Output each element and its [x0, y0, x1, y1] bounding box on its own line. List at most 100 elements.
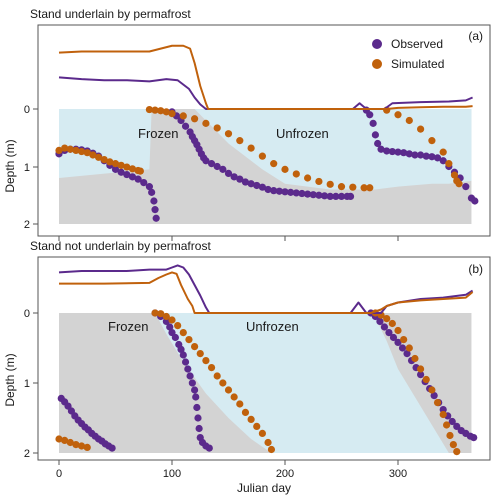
panel-b-observed-point [194, 414, 202, 422]
panel-b-simulated-point [405, 344, 413, 352]
panel-a-observed-point [134, 175, 142, 183]
panel-a-observed-point [224, 169, 233, 177]
panel-a-observed-point [337, 192, 346, 200]
panel-a-simulated-point [349, 183, 357, 191]
panel-a-y-axis-label: Depth (m) [3, 139, 17, 192]
panel-b-simulated-point [168, 316, 176, 324]
panel-a-observed-point [326, 192, 334, 200]
panel-a-simulated-point [72, 146, 80, 154]
panel-a-observed-point [309, 191, 317, 199]
panel-b-simulated-point [162, 312, 170, 321]
panel-b-observed-point [184, 365, 192, 373]
panel-a-observed-point [181, 122, 190, 130]
panel-a-simulated-point [439, 148, 447, 156]
legend-simulated-marker [372, 59, 382, 69]
panel-a: Stand underlain by permafrost (a) Frozen… [3, 7, 491, 241]
panel-b-y-tick-label-2: 2 [24, 448, 30, 460]
panel-b-observed-point [470, 434, 478, 442]
panel-b-tag: (b) [468, 262, 483, 276]
panel-b-simulated-point [267, 445, 276, 454]
panel-a-observed-point [369, 119, 377, 127]
panel-a-observed-point [117, 168, 125, 176]
panel-a-observed-point [148, 188, 156, 196]
panel-a-observed-point [383, 147, 391, 155]
panel-b-simulated-point [230, 393, 238, 401]
panel-b-simulated-point [446, 431, 454, 440]
panel-a-simulated-point [136, 167, 144, 175]
panel-a-observed-point [428, 153, 436, 161]
panel-b-y-tick-label-1: 1 [24, 378, 30, 390]
panel-b-simulated-point [179, 329, 187, 337]
panel-a-observed-point [128, 173, 137, 181]
panel-a-simulated-point [100, 156, 108, 164]
panel-b-simulated-point [83, 443, 91, 451]
panel-a-observed-point [219, 165, 227, 173]
panel-b-simulated-point [78, 442, 86, 450]
panel-b-y-axis: 0 1 2 [24, 308, 38, 460]
panel-a-simulated-point [270, 160, 278, 168]
panel-a-observed-point [213, 162, 221, 171]
panel-b-observed-point [177, 345, 185, 353]
panel-a-observed-point [140, 179, 148, 187]
panel-b-observed-point [403, 350, 411, 358]
panel-b-observed-point [417, 371, 425, 379]
panel-b-unfrozen-region [155, 313, 449, 453]
x-tick-label-200: 200 [276, 468, 294, 480]
panel-b-simulated-point [428, 386, 436, 394]
panel-a-observed-point [287, 188, 295, 196]
panel-b-observed-point [181, 358, 190, 366]
panel-a-observed-point [270, 187, 278, 195]
panel-b-simulated-point [258, 429, 266, 437]
panel-a-unfrozen-region [59, 109, 472, 190]
panel-b-simulated-point [224, 386, 233, 394]
panel-b-observed-point [389, 333, 398, 342]
panel-b-x-axis: 0 100 200 300 [56, 460, 407, 480]
panel-b-observed-point [380, 323, 389, 331]
panel-a-observed-point [433, 154, 442, 162]
panel-a-y-axis: 0 1 2 [24, 104, 38, 231]
panel-b-simulated-point [157, 310, 165, 318]
panel-a-simulated-point [83, 149, 91, 157]
panel-a-observed-point [304, 190, 312, 198]
panel-a-simulated-point [111, 160, 120, 168]
panel-a-y-tick-label-0: 0 [24, 104, 30, 116]
panel-a-simulated-point [360, 184, 368, 192]
panel-b-simulated-point [61, 436, 69, 444]
panel-b-simulated-point [442, 421, 451, 429]
panel-b-simulated-point [449, 441, 457, 449]
panel-b-observed-point [188, 379, 196, 387]
panel-a-observed-point [366, 111, 374, 119]
panel-b-simulated-point [55, 435, 63, 443]
panel-b-frozen-label: Frozen [108, 319, 148, 334]
panel-a-tag: (a) [468, 29, 483, 43]
panel-a-simulated-point [78, 147, 86, 156]
panel-a-simulated-point [428, 137, 436, 145]
panel-a-title: Stand underlain by permafrost [30, 7, 191, 21]
x-axis-label: Julian day [237, 481, 291, 495]
panel-a-observed-point [422, 152, 430, 160]
panel-b-simulated-point [383, 315, 391, 323]
panel-a-observed-point [152, 214, 160, 222]
panel-a-simulated-point [61, 144, 69, 152]
panel-a-simulated-point [405, 116, 413, 125]
panel-b-observed-point [385, 329, 393, 337]
panel-b-regions [59, 313, 472, 453]
panel-a-simulated-point [417, 125, 425, 133]
panel-a-observed-point [462, 183, 470, 191]
panel-a-observed-point [123, 170, 131, 179]
panel-a-simulated-point [151, 106, 159, 114]
panel-b-simulated-point [219, 379, 227, 387]
panel-a-observed-point [207, 160, 216, 168]
panel-a-observed-point [253, 181, 261, 190]
panel-a-simulated-point [94, 153, 103, 161]
panel-a-observed-point [332, 192, 340, 200]
panel-b: Stand not underlain by permafrost (b) Fr… [3, 239, 491, 495]
panel-a-simulated-point [292, 170, 300, 178]
panel-a-observed-point [236, 175, 244, 183]
x-tick-label-300: 300 [389, 468, 407, 480]
panel-a-observed-snow-line [58, 76, 473, 110]
panel-b-simulated-point [72, 441, 80, 449]
panel-b-observed-point [205, 444, 213, 452]
panel-a-simulated-point [213, 124, 221, 132]
panel-b-simulated-point [191, 343, 199, 351]
